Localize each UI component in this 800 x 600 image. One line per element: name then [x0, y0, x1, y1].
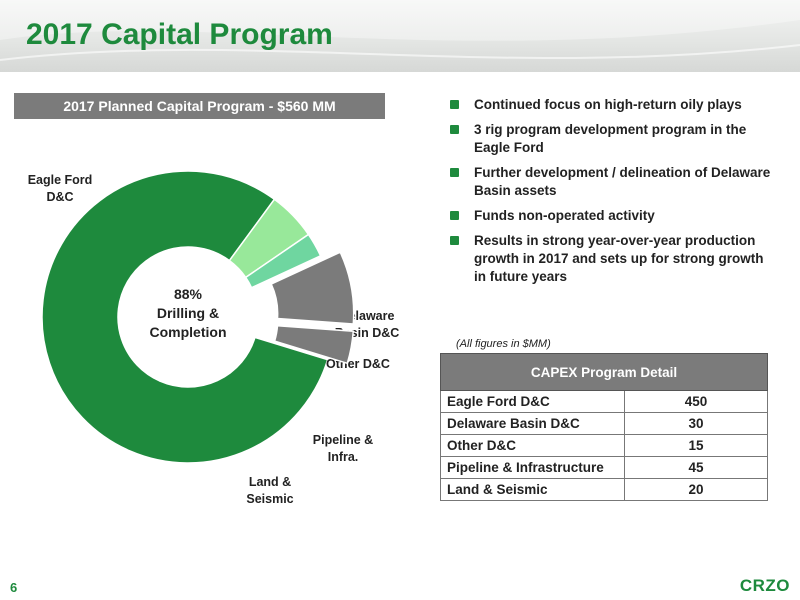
- row-label: Other D&C: [440, 434, 625, 457]
- row-value: 20: [624, 478, 768, 501]
- square-bullet-icon: [450, 125, 459, 134]
- square-bullet-icon: [450, 100, 459, 109]
- bullet-text: Continued focus on high-return oily play…: [474, 97, 742, 112]
- row-label: Land & Seismic: [440, 478, 625, 501]
- page-title: 2017 Capital Program: [26, 18, 333, 51]
- row-value: 45: [624, 456, 768, 479]
- slice-land-seismic: [273, 324, 355, 365]
- slice-other-dc: [244, 233, 322, 289]
- header-swoosh: [0, 0, 800, 61]
- slice-eagle-ford: [41, 170, 329, 464]
- slice-pipeline: [270, 251, 355, 325]
- donut-center-label: 88% Drilling & Completion: [150, 286, 227, 340]
- bullet-item: Continued focus on high-return oily play…: [446, 96, 776, 114]
- company-logo: CRZO: [739, 576, 790, 595]
- table-row: Other D&C 15: [440, 434, 768, 457]
- row-label: Delaware Basin D&C: [440, 412, 625, 435]
- square-bullet-icon: [450, 211, 459, 220]
- bullet-text: Results in strong year-over-year product…: [474, 233, 764, 284]
- row-label: Pipeline & Infrastructure: [440, 456, 625, 479]
- row-value: 450: [624, 390, 768, 413]
- bullet-item: 3 rig program development program in the…: [446, 121, 776, 157]
- slice-label-pipeline: Pipeline & Infra.: [313, 433, 373, 464]
- capex-table-header: CAPEX Program Detail: [440, 353, 768, 391]
- bullet-item: Results in strong year-over-year product…: [446, 232, 776, 286]
- bullet-text: 3 rig program development program in the…: [474, 122, 747, 155]
- figures-note: (All figures in $MM): [456, 338, 551, 350]
- page-number: 6: [10, 580, 18, 595]
- table-row: Delaware Basin D&C 30: [440, 412, 768, 435]
- bullet-list: Continued focus on high-return oily play…: [446, 96, 776, 293]
- chart-banner: 2017 Planned Capital Program - $560 MM: [14, 93, 385, 119]
- row-value: 30: [624, 412, 768, 435]
- square-bullet-icon: [450, 236, 459, 245]
- bullet-item: Further development / delineation of Del…: [446, 164, 776, 200]
- table-row: Land & Seismic 20: [440, 478, 768, 501]
- header-bar: [0, 0, 800, 72]
- square-bullet-icon: [450, 168, 459, 177]
- capex-table: CAPEX Program Detail Eagle Ford D&C 450 D…: [440, 353, 768, 501]
- bullet-text: Funds non-operated activity: [474, 208, 655, 223]
- row-value: 15: [624, 434, 768, 457]
- table-row: Pipeline & Infrastructure 45: [440, 456, 768, 479]
- table-row: Eagle Ford D&C 450: [440, 390, 768, 413]
- row-label: Eagle Ford D&C: [440, 390, 625, 413]
- bullet-text: Further development / delineation of Del…: [474, 165, 771, 198]
- slice-label-land-seismic: Land & Seismic: [246, 475, 293, 506]
- slice-label-eagle-ford: Eagle Ford D&C: [28, 173, 93, 204]
- bullet-item: Funds non-operated activity: [446, 207, 776, 225]
